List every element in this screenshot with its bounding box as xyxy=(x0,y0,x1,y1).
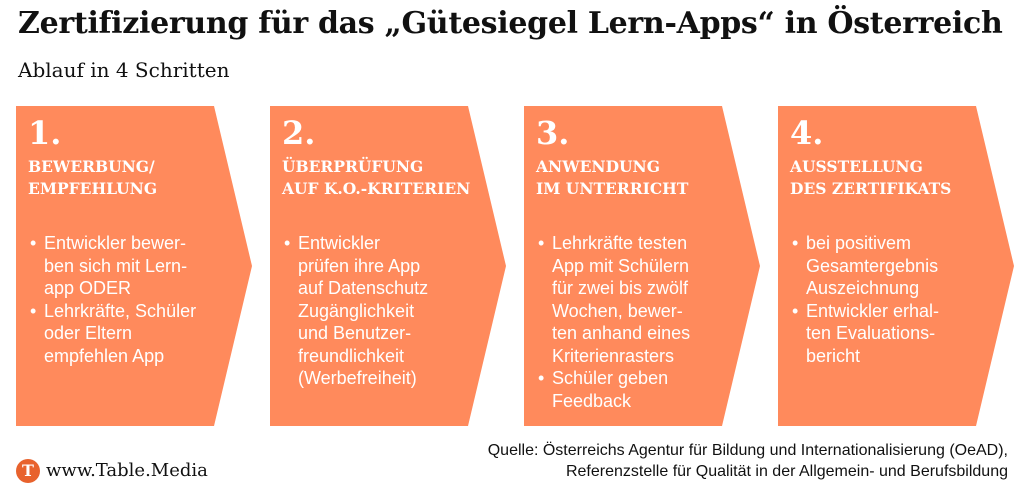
bullet-icon: • xyxy=(284,233,291,253)
step-heading: ÜBERPRÜFUNG AUF K.O.-KRITERIEN xyxy=(282,157,471,198)
source-line-2: Referenzstelle für Qualität in der Allge… xyxy=(565,463,1008,480)
step-heading: ANWENDUNG IM UNTERRICHT xyxy=(536,157,689,198)
bullet-icon: • xyxy=(538,368,545,388)
step-heading: AUSSTELLUNG DES ZERTIFIKATS xyxy=(790,157,952,198)
bullet-icon: • xyxy=(538,233,545,253)
list-item: • Entwickler prüfen ihre App auf Datensch… xyxy=(282,232,487,390)
step-4: 4. AUSSTELLUNG DES ZERTIFIKATS • bei positi… xyxy=(778,106,1014,426)
step-4-arrow-fill xyxy=(778,106,1014,426)
bullet-text: Lehrkräfte, Schüler oder Eltern empfehle… xyxy=(44,300,197,366)
source-line-1: Quelle: Österreichs Agentur für Bildung … xyxy=(487,442,1008,459)
step-number: 3. xyxy=(536,114,570,152)
bullet-text: Entwickler prüfen ihre App auf Datenschu… xyxy=(298,233,429,388)
list-item: • Entwickler bewer- ben sich mit Lern- ap… xyxy=(28,232,233,300)
bullet-text: bei positivem Gesamtergebnis Auszeichnun… xyxy=(806,233,939,298)
bullet-icon: • xyxy=(792,233,799,253)
page-subtitle: Ablauf in 4 Schritten xyxy=(18,58,230,82)
step-3-arrow-shape xyxy=(524,106,760,426)
bullet-text: Lehrkräfte testen App mit Schülern für z… xyxy=(552,233,691,366)
step-1-arrow-fill xyxy=(16,106,252,426)
step-bullet-list: • Entwickler bewer- ben sich mit Lern- ap… xyxy=(28,232,233,367)
step-3: 3. ANWENDUNG IM UNTERRICHT • Lehrkräfte tes… xyxy=(524,106,760,426)
bullet-text: Entwickler erhal- ten Evaluations- beric… xyxy=(806,300,940,366)
step-2-arrow-shape xyxy=(270,106,506,426)
step-number: 1. xyxy=(28,114,62,152)
step-heading: BEWERBUNG/ EMPFEHLUNG xyxy=(28,157,158,198)
step-2: 2. ÜBERPRÜFUNG AUF K.O.-KRITERIEN • Entwick… xyxy=(270,106,506,426)
list-item: • bei positivem Gesamtergebnis Auszeichnu… xyxy=(790,232,995,300)
bullet-icon: • xyxy=(30,300,37,321)
bullet-icon: • xyxy=(30,233,37,253)
list-item: • Lehrkräfte testen App mit Schülern für … xyxy=(536,232,741,367)
step-3-arrow-fill xyxy=(524,106,760,426)
brand-url: www.Table.Media xyxy=(46,460,208,481)
bullet-text: Schüler geben Feedback xyxy=(552,368,669,411)
bullet-text: Entwickler bewer- ben sich mit Lern- app… xyxy=(44,233,188,298)
step-1: 1. BEWERBUNG/ EMPFEHLUNG • Entwickler bewer… xyxy=(16,106,252,426)
list-item: • Entwickler erhal- ten Evaluations- beri… xyxy=(790,300,995,368)
step-bullet-list: • Lehrkräfte testen App mit Schülern für … xyxy=(536,232,741,412)
step-1-arrow-shape xyxy=(16,106,252,426)
source-note: Quelle: Österreichs Agentur für Bildung … xyxy=(488,440,1008,482)
list-item: • Schüler geben Feedback xyxy=(536,367,741,412)
step-4-arrow-shape xyxy=(778,106,1014,426)
page-title: Zertifizierung für das „Gütesiegel Lern-… xyxy=(18,6,1003,41)
step-number: 4. xyxy=(790,114,824,152)
step-2-arrow-fill xyxy=(270,106,506,426)
list-item: • Lehrkräfte, Schüler oder Eltern empfehl… xyxy=(28,300,233,368)
step-bullet-list: • Entwickler prüfen ihre App auf Datensch… xyxy=(282,232,487,390)
table-media-logo-icon: T xyxy=(16,459,40,483)
step-bullet-list: • bei positivem Gesamtergebnis Auszeichnu… xyxy=(790,232,995,367)
step-number: 2. xyxy=(282,114,316,152)
bullet-icon: • xyxy=(792,300,799,321)
